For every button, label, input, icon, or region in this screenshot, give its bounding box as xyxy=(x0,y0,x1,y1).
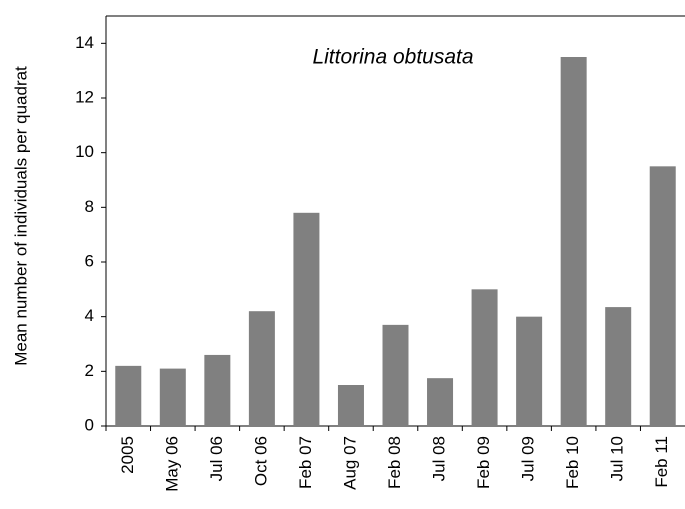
bar xyxy=(337,385,364,426)
bar xyxy=(427,378,454,426)
bar xyxy=(649,166,676,427)
y-tick-label: 0 xyxy=(85,415,94,434)
y-axis-label: Mean number of individuals per quadrat xyxy=(11,66,30,366)
bar xyxy=(159,368,186,426)
x-tick-label: Feb 11 xyxy=(652,436,671,488)
x-tick-label: 2005 xyxy=(118,436,137,474)
x-tick-label: Jul 06 xyxy=(207,436,226,481)
x-tick-label: May 06 xyxy=(162,436,181,492)
x-tick-label: Feb 08 xyxy=(385,436,404,489)
x-tick-label: Feb 07 xyxy=(296,436,315,489)
bar xyxy=(471,289,498,426)
y-tick-label: 6 xyxy=(85,251,94,270)
y-tick-label: 12 xyxy=(75,87,94,106)
bar xyxy=(204,354,231,426)
y-tick-label: 14 xyxy=(75,33,94,52)
chart-title: Littorina obtusata xyxy=(312,46,473,69)
bar xyxy=(248,311,275,426)
bar xyxy=(293,212,320,426)
bar xyxy=(115,365,142,426)
bar xyxy=(605,307,632,426)
y-tick-label: 8 xyxy=(85,197,94,216)
bar xyxy=(382,324,409,426)
bar xyxy=(560,57,587,426)
y-tick-label: 10 xyxy=(75,142,94,161)
bar xyxy=(516,316,543,426)
x-tick-label: Jul 10 xyxy=(608,436,627,481)
y-tick-label: 2 xyxy=(85,361,94,380)
x-tick-label: Aug 07 xyxy=(340,436,359,490)
x-tick-label: Jul 08 xyxy=(430,436,449,481)
y-tick-label: 4 xyxy=(85,306,94,325)
x-tick-label: Feb 10 xyxy=(563,436,582,489)
x-tick-label: Oct 06 xyxy=(251,436,270,486)
x-tick-label: Jul 09 xyxy=(519,436,538,481)
x-tick-label: Feb 09 xyxy=(474,436,493,489)
